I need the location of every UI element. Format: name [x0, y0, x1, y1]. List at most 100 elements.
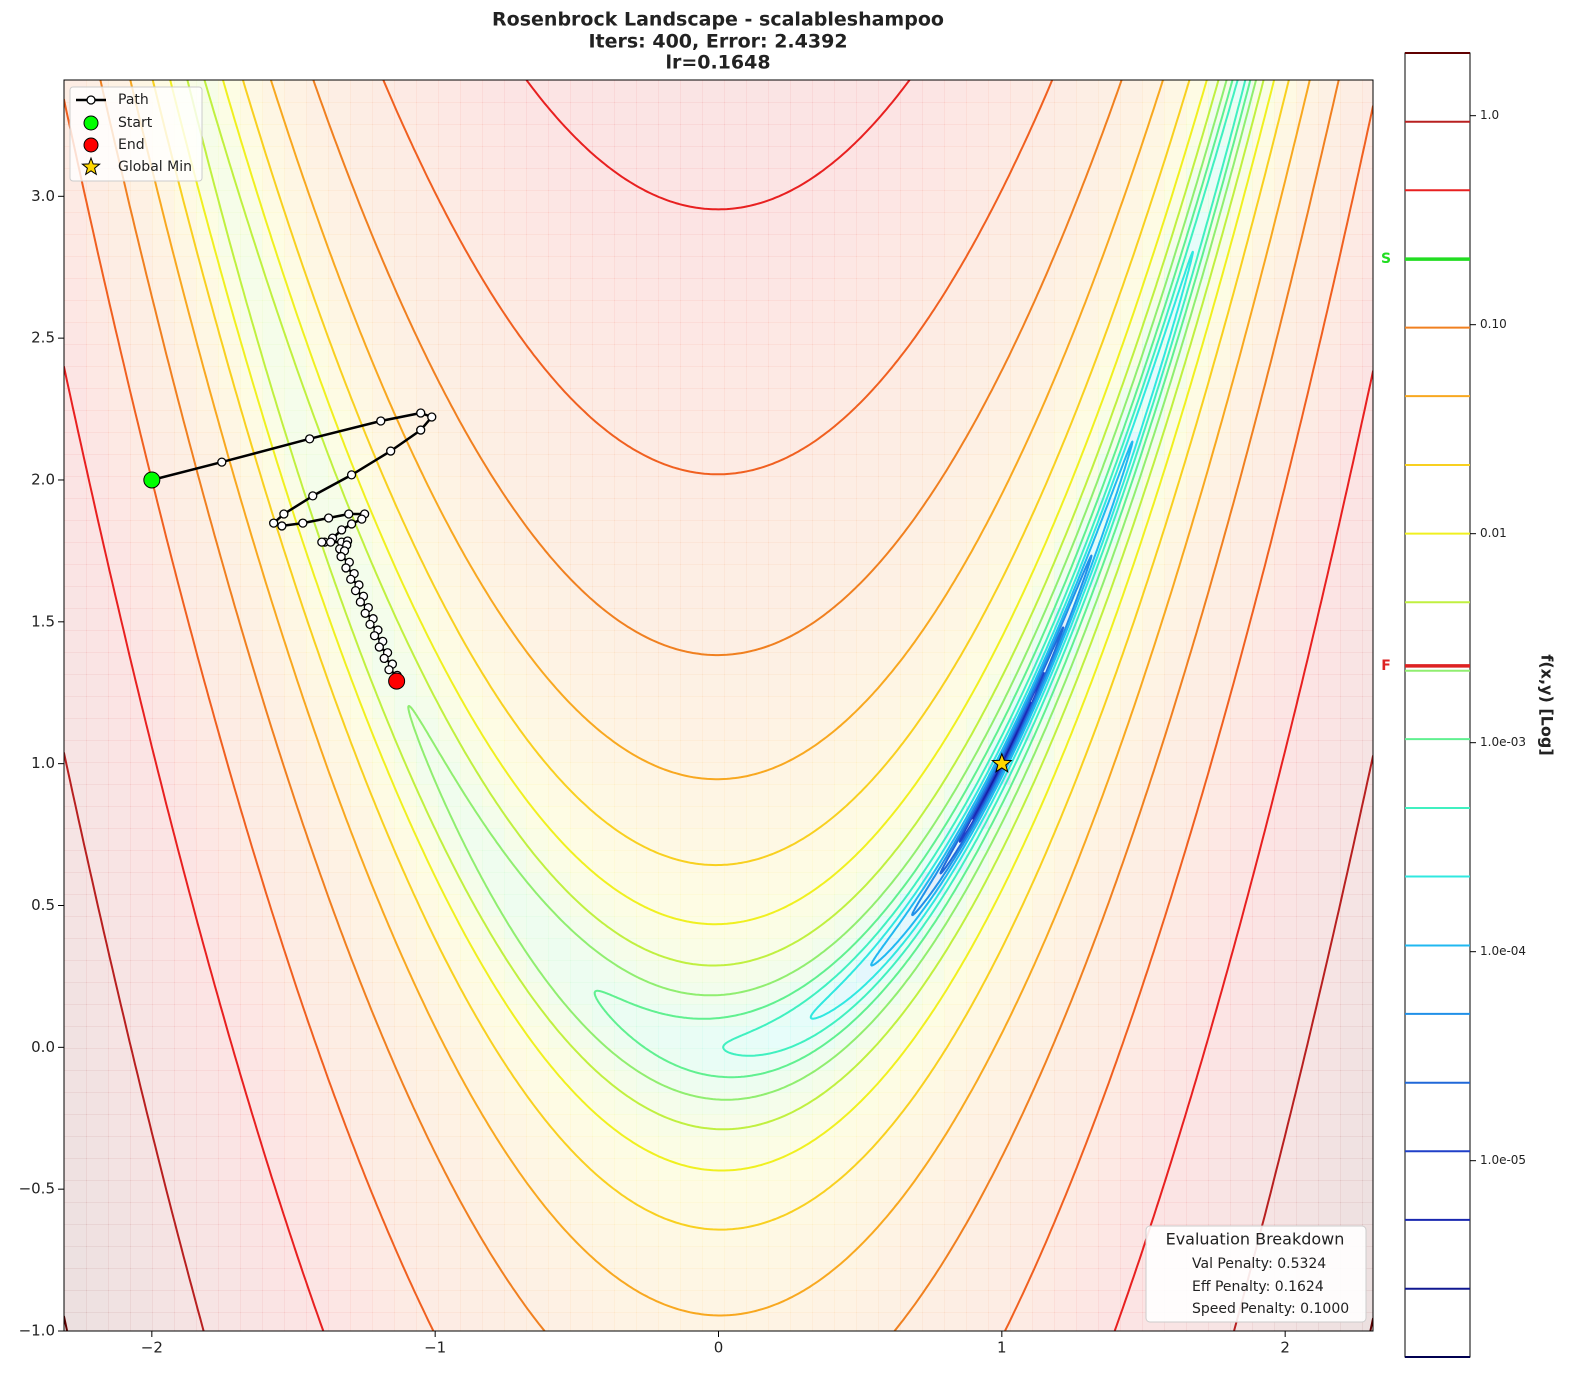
- heatmap-cell: [680, 124, 703, 147]
- heatmap-cell: [1054, 256, 1077, 279]
- heatmap-cell: [570, 784, 593, 807]
- heatmap-cell: [460, 674, 483, 697]
- heatmap-cell: [658, 278, 681, 301]
- heatmap-cell: [658, 894, 681, 917]
- heatmap-cell: [460, 608, 483, 631]
- heatmap-cell: [394, 80, 417, 103]
- heatmap-cell: [460, 1136, 483, 1159]
- heatmap-cell: [482, 1268, 505, 1291]
- heatmap-cell: [460, 1180, 483, 1203]
- heatmap-cell: [1120, 960, 1143, 983]
- heatmap-cell: [878, 1290, 901, 1313]
- heatmap-cell: [1120, 1070, 1143, 1093]
- heatmap-cell: [306, 300, 329, 323]
- heatmap-cell: [284, 938, 307, 961]
- heatmap-cell: [592, 520, 615, 543]
- heatmap-cell: [570, 1004, 593, 1027]
- heatmap-cell: [174, 916, 197, 939]
- heatmap-cell: [1142, 1202, 1165, 1225]
- heatmap-cell: [1252, 1004, 1275, 1027]
- heatmap-cell: [834, 278, 857, 301]
- heatmap-cell: [1076, 1180, 1099, 1203]
- heatmap-cell: [1274, 1136, 1297, 1159]
- heatmap-cell: [262, 1004, 285, 1027]
- heatmap-cell: [1274, 630, 1297, 653]
- heatmap-cell: [790, 806, 813, 829]
- heatmap-cell: [1076, 234, 1099, 257]
- heatmap-cell: [482, 432, 505, 455]
- heatmap-cell: [240, 696, 263, 719]
- heatmap-cell: [878, 300, 901, 323]
- heatmap-cell: [856, 344, 879, 367]
- heatmap-cell: [1230, 1158, 1253, 1181]
- heatmap-cell: [416, 916, 439, 939]
- heatmap-cell: [482, 1026, 505, 1049]
- heatmap-cell: [218, 740, 241, 763]
- colorbar-label: f(x,y) [Log]: [1538, 654, 1557, 755]
- heatmap-cell: [988, 410, 1011, 433]
- heatmap-cell: [614, 652, 637, 675]
- heatmap-cell: [284, 630, 307, 653]
- heatmap-cell: [416, 1224, 439, 1247]
- heatmap-cell: [1076, 124, 1099, 147]
- heatmap-cell: [526, 212, 549, 235]
- heatmap-cell: [614, 542, 637, 565]
- legend-marker: [86, 95, 96, 105]
- heatmap-cell: [702, 1114, 725, 1137]
- heatmap-cell: [922, 1114, 945, 1137]
- heatmap-cell: [1208, 608, 1231, 631]
- heatmap-cell: [1010, 388, 1033, 411]
- heatmap-cell: [636, 586, 659, 609]
- heatmap-cell: [438, 1004, 461, 1027]
- heatmap-cell: [548, 630, 571, 653]
- heatmap-cell: [1296, 1092, 1319, 1115]
- heatmap-cell: [548, 1268, 571, 1291]
- heatmap-cell: [350, 1004, 373, 1027]
- heatmap-cell: [108, 806, 131, 829]
- heatmap-cell: [1230, 982, 1253, 1005]
- heatmap-cell: [328, 146, 351, 169]
- heatmap-cell: [1120, 784, 1143, 807]
- heatmap-cell: [746, 80, 769, 103]
- heatmap-cell: [1164, 564, 1187, 587]
- heatmap-cell: [262, 806, 285, 829]
- heatmap-cell: [438, 872, 461, 895]
- heatmap-cell: [1252, 674, 1275, 697]
- heatmap-cell: [966, 1268, 989, 1291]
- heatmap-cell: [1274, 1070, 1297, 1093]
- heatmap-cell: [944, 586, 967, 609]
- heatmap-cell: [900, 102, 923, 125]
- heatmap-cell: [548, 146, 571, 169]
- heatmap-cell: [900, 674, 923, 697]
- heatmap-cell: [900, 542, 923, 565]
- heatmap-cell: [878, 146, 901, 169]
- path-point: [360, 608, 370, 618]
- x-tick-label: −2: [141, 1339, 163, 1357]
- heatmap-cell: [86, 828, 109, 851]
- heatmap-cell: [614, 410, 637, 433]
- heatmap-cell: [878, 608, 901, 631]
- heatmap-cell: [746, 322, 769, 345]
- colorbar-frame: [1404, 52, 1471, 1358]
- heatmap-cell: [790, 850, 813, 873]
- heatmap-cell: [966, 256, 989, 279]
- heatmap-cell: [438, 1092, 461, 1115]
- heatmap-cell: [86, 256, 109, 279]
- heatmap-cell: [328, 80, 351, 103]
- heatmap-cell: [636, 212, 659, 235]
- heatmap-cell: [812, 278, 835, 301]
- heatmap-cell: [64, 1158, 87, 1181]
- heatmap-cell: [328, 102, 351, 125]
- heatmap-cell: [768, 608, 791, 631]
- heatmap-cell: [284, 916, 307, 939]
- heatmap-cell: [86, 564, 109, 587]
- y-tick-label: 3.0: [31, 187, 55, 205]
- heatmap-cell: [834, 168, 857, 191]
- heatmap-cell: [416, 168, 439, 191]
- heatmap-cell: [526, 300, 549, 323]
- heatmap-cell: [944, 168, 967, 191]
- path-point: [427, 412, 437, 422]
- heatmap-cell: [1120, 1114, 1143, 1137]
- heatmap-cell: [262, 1246, 285, 1269]
- heatmap-cell: [460, 1312, 483, 1331]
